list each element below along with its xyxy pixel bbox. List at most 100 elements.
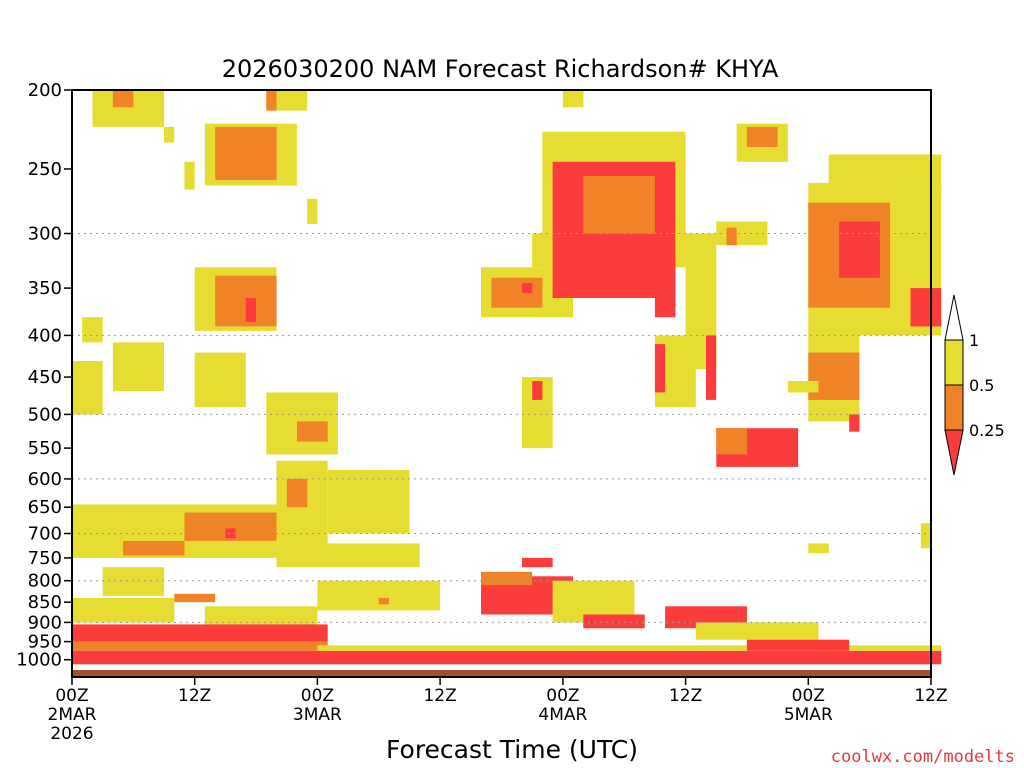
legend-bin-orange bbox=[944, 384, 964, 431]
heatmap-cell-52 bbox=[654, 256, 676, 318]
heatmap-cell-27 bbox=[72, 598, 175, 623]
heatmap-cell-75 bbox=[920, 523, 931, 549]
heatmap-cell-11 bbox=[245, 298, 256, 322]
heatmap-cell-42 bbox=[695, 622, 819, 640]
heatmap-cell-56 bbox=[654, 344, 666, 393]
xtick-label-24-1: 3MAR bbox=[293, 705, 342, 725]
heatmap-cell-14 bbox=[112, 342, 164, 391]
heatmap-cell-31 bbox=[378, 598, 389, 605]
xtick-label-72-0: 00Z bbox=[792, 686, 825, 706]
heatmap-cell-25 bbox=[276, 543, 420, 568]
ytick-label-650: 650 bbox=[28, 497, 62, 518]
ytick-label-550: 550 bbox=[28, 438, 62, 459]
xtick-label-24-0: 00Z bbox=[301, 686, 334, 706]
heatmap-cell-8 bbox=[307, 198, 318, 224]
xtick-label-12-0: 12Z bbox=[178, 686, 211, 706]
ytick-label-700: 700 bbox=[28, 524, 62, 545]
ytick-label-350: 350 bbox=[28, 278, 62, 299]
heatmap-cell-38 bbox=[522, 557, 553, 568]
heatmap-cell-50 bbox=[583, 176, 655, 234]
ytick-label-450: 450 bbox=[28, 367, 62, 388]
heatmap-cell-35 bbox=[317, 645, 942, 651]
heatmap-cell-54 bbox=[532, 381, 543, 400]
heatmap-cell-45 bbox=[491, 277, 543, 308]
heatmap-cell-62 bbox=[746, 126, 778, 147]
heatmap-cell-20 bbox=[327, 469, 410, 534]
xtick-label-84-0: 12Z bbox=[914, 686, 947, 706]
heatmap-cell-40 bbox=[583, 614, 645, 629]
heatmap-cell-58 bbox=[706, 335, 717, 400]
gridlines bbox=[72, 233, 931, 623]
xtick-label-48-0: 00Z bbox=[546, 686, 579, 706]
heatmap-cell-7 bbox=[184, 161, 195, 190]
heatmap-cell-29 bbox=[204, 606, 318, 625]
heatmap-regions bbox=[72, 90, 942, 665]
heatmap-cell-70 bbox=[910, 288, 942, 327]
heatmap-cell-63 bbox=[716, 221, 768, 246]
y-axis: 200 250 300 350 400 450 500 550 600 650 700 7508008… bbox=[16, 80, 72, 671]
legend-level-1: 0.5 bbox=[969, 376, 994, 395]
heatmap-cell-76 bbox=[808, 543, 829, 554]
ytick-label-850: 850 bbox=[28, 592, 62, 613]
xtick-label-48-1: 4MAR bbox=[538, 705, 587, 725]
heatmap-cell-2 bbox=[266, 90, 308, 111]
heatmap-cell-28 bbox=[174, 593, 216, 603]
ytick-label-500: 500 bbox=[28, 404, 62, 425]
heatmap-cell-73 bbox=[849, 414, 860, 432]
ytick-label-950: 950 bbox=[28, 632, 62, 653]
legend-level-2: 0.25 bbox=[969, 421, 1005, 440]
heatmap-cell-33 bbox=[72, 641, 328, 651]
x-axis-label: Forecast Time (UTC) bbox=[386, 735, 638, 764]
heatmap-cell-51 bbox=[562, 90, 584, 108]
legend-top-triangle bbox=[944, 294, 964, 341]
ground-band bbox=[72, 670, 931, 677]
legend-level-0: 1 bbox=[969, 331, 979, 350]
ytick-label-250: 250 bbox=[28, 159, 62, 180]
heatmap-cell-23 bbox=[225, 528, 236, 539]
heatmap-cell-46 bbox=[522, 283, 533, 294]
heatmap-cell-5 bbox=[215, 126, 277, 181]
heatmap-cell-74 bbox=[787, 381, 819, 393]
xtick-label-0-2: 2026 bbox=[50, 724, 93, 744]
heatmap-cell-1 bbox=[112, 90, 134, 108]
heatmap-cell-32 bbox=[72, 624, 328, 642]
heatmap-cell-68 bbox=[839, 221, 880, 278]
plot-frame bbox=[71, 89, 932, 678]
legend: 1 0.5 0.25 bbox=[944, 294, 1005, 476]
credit-label: coolwx.com/modelts bbox=[831, 747, 1015, 767]
heatmap-cell-13 bbox=[72, 361, 103, 415]
heatmap-cell-43 bbox=[746, 639, 850, 651]
heatmap-cell-12 bbox=[82, 317, 103, 343]
heatmap-cell-37 bbox=[481, 571, 533, 586]
heatmap-cell-15 bbox=[194, 352, 246, 408]
ytick-label-300: 300 bbox=[28, 224, 62, 245]
ytick-label-750: 750 bbox=[28, 548, 62, 569]
legend-bin-red bbox=[944, 429, 964, 476]
heatmap-cell-34 bbox=[72, 650, 942, 665]
xtick-label-0-1: 2MAR bbox=[48, 705, 97, 725]
heatmap-cell-64 bbox=[726, 227, 737, 246]
ytick-label-200: 200 bbox=[28, 80, 62, 101]
heatmap-cell-69 bbox=[849, 154, 942, 197]
xtick-label-72-1: 5MAR bbox=[784, 705, 833, 725]
plot-area bbox=[71, 89, 942, 678]
ytick-label-600: 600 bbox=[28, 469, 62, 490]
heatmap-cell-17 bbox=[297, 421, 328, 442]
legend-bin-yellow bbox=[944, 339, 964, 386]
xtick-label-0-0: 00Z bbox=[55, 686, 88, 706]
heatmap-cell-6 bbox=[164, 126, 175, 143]
heatmap-cell-26 bbox=[102, 567, 165, 596]
ytick-label-900: 900 bbox=[28, 612, 62, 633]
heatmap-cell-3 bbox=[266, 90, 277, 111]
heatmap-cell-30 bbox=[317, 580, 441, 611]
heatmap-cell-19 bbox=[286, 478, 308, 508]
heatmap-cell-60 bbox=[716, 428, 747, 455]
xtick-label-36-0: 12Z bbox=[423, 686, 456, 706]
xtick-label-60-0: 12Z bbox=[669, 686, 702, 706]
heatmap-cell-24 bbox=[123, 541, 185, 556]
ytick-label-800: 800 bbox=[28, 571, 62, 592]
ytick-label-400: 400 bbox=[28, 325, 62, 346]
chart-title: 2026030200 NAM Forecast Richardson# KHYA bbox=[222, 55, 779, 83]
